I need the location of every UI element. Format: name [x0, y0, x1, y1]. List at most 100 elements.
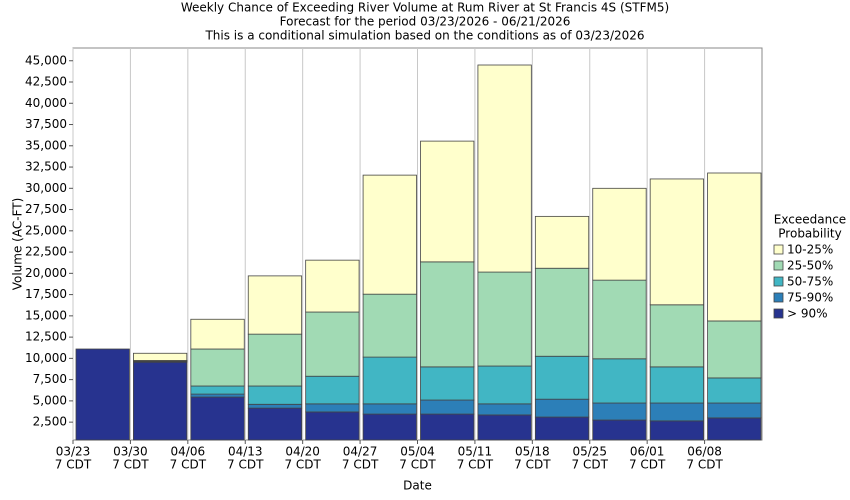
y-tick-label: 10,000 [25, 351, 67, 365]
bar-segment [707, 377, 762, 404]
x-tick-label: 7 CDT [629, 458, 666, 472]
y-tick-label: 37,500 [25, 117, 67, 131]
bar-segment [534, 398, 590, 418]
x-tick-label: 06/01 [630, 445, 665, 459]
chart-title: Weekly Chance of Exceeding River Volume … [181, 1, 669, 15]
x-tick-label: 7 CDT [284, 458, 321, 472]
bar-segment [420, 261, 475, 368]
bar-segment [305, 311, 360, 377]
bar-segment [649, 420, 704, 441]
x-tick-label: 7 CDT [55, 458, 92, 472]
bar-segment [190, 396, 245, 441]
legend-title: Exceedance [774, 213, 846, 227]
bar-segment [362, 293, 417, 358]
bar-segment [247, 275, 303, 335]
y-tick-label: 27,500 [25, 202, 67, 216]
bar-segment [247, 407, 303, 441]
bar-segment [534, 267, 590, 357]
bar-segment [420, 140, 475, 263]
bar-segment [707, 320, 762, 379]
x-tick-label: 04/13 [228, 445, 263, 459]
bar-segment [649, 304, 704, 368]
legend-swatch [773, 292, 784, 303]
x-tick-label: 7 CDT [514, 458, 551, 472]
x-tick-label: 04/27 [343, 445, 378, 459]
bar-segment [362, 403, 417, 415]
x-tick-label: 03/30 [113, 445, 148, 459]
bar-segment [305, 411, 360, 441]
legend-label: 50-75% [787, 275, 833, 289]
x-tick-label: 05/04 [400, 445, 435, 459]
legend-swatch [773, 308, 784, 319]
chart-title: Forecast for the period 03/23/2026 - 06/… [280, 15, 571, 29]
x-tick-label: 7 CDT [170, 458, 207, 472]
bar-segment [305, 403, 360, 413]
bar-segment [190, 393, 245, 398]
legend-swatch [773, 260, 784, 271]
y-tick-label: 15,000 [25, 308, 67, 322]
bar-segment [592, 279, 647, 360]
bar-segment [534, 416, 590, 441]
y-tick-label: 2,500 [33, 415, 67, 429]
x-tick-label: 7 CDT [112, 458, 149, 472]
bar-segment [534, 215, 590, 269]
bar-segment [592, 419, 647, 441]
bar-segment [305, 375, 360, 405]
x-tick-label: 7 CDT [457, 458, 494, 472]
legend-label: 10-25% [787, 243, 833, 257]
bar-segment [707, 172, 762, 322]
legend-label: > 90% [787, 307, 828, 321]
x-tick-label: 05/11 [458, 445, 493, 459]
bar-segment [477, 64, 532, 273]
bar-segment [362, 356, 417, 405]
bar-segment [305, 259, 360, 313]
x-tick-label: 04/06 [171, 445, 206, 459]
y-tick-label: 17,500 [25, 287, 67, 301]
bar-segment [649, 366, 704, 404]
y-tick-label: 22,500 [25, 245, 67, 259]
bar-segment [707, 417, 762, 441]
bar-segment [649, 402, 704, 422]
y-tick-label: 30,000 [25, 181, 67, 195]
x-tick-label: 05/18 [515, 445, 550, 459]
bar-segment [477, 271, 532, 367]
bar-segment [592, 402, 647, 421]
bar-segment [362, 413, 417, 441]
y-tick-label: 7,500 [33, 372, 67, 386]
x-tick-label: 7 CDT [572, 458, 609, 472]
legend-swatch [773, 244, 784, 255]
bar-segment [420, 366, 475, 401]
x-tick-label: 06/08 [687, 445, 722, 459]
bar-segment [420, 399, 475, 415]
x-tick-label: 7 CDT [342, 458, 379, 472]
y-tick-label: 12,500 [25, 330, 67, 344]
legend-label: 25-50% [787, 259, 833, 273]
y-tick-label: 45,000 [25, 53, 67, 67]
bar-segment [190, 385, 245, 395]
bar-segment [362, 174, 417, 295]
bar-segment [190, 318, 245, 350]
y-tick-label: 5,000 [33, 393, 67, 407]
y-tick-label: 35,000 [25, 138, 67, 152]
bar-segment [75, 348, 130, 441]
y-tick-label: 20,000 [25, 266, 67, 280]
y-axis-label: Volume (AC-FT) [11, 198, 25, 291]
bar-segment [133, 352, 188, 361]
x-tick-label: 7 CDT [686, 458, 723, 472]
x-tick-label: 7 CDT [399, 458, 436, 472]
bar-segment [247, 403, 303, 409]
bar-segment [477, 365, 532, 405]
legend-label: 75-90% [787, 291, 833, 305]
x-tick-label: 04/20 [285, 445, 320, 459]
y-tick-label: 32,500 [25, 160, 67, 174]
x-tick-label: 03/23 [56, 445, 91, 459]
legend-title: Probability [778, 227, 841, 241]
bar-segment [707, 402, 762, 419]
x-tick-label: 7 CDT [227, 458, 264, 472]
y-tick-label: 42,500 [25, 75, 67, 89]
bar-segment [477, 414, 532, 441]
bar-segment [477, 403, 532, 416]
bar-segment [247, 333, 303, 387]
